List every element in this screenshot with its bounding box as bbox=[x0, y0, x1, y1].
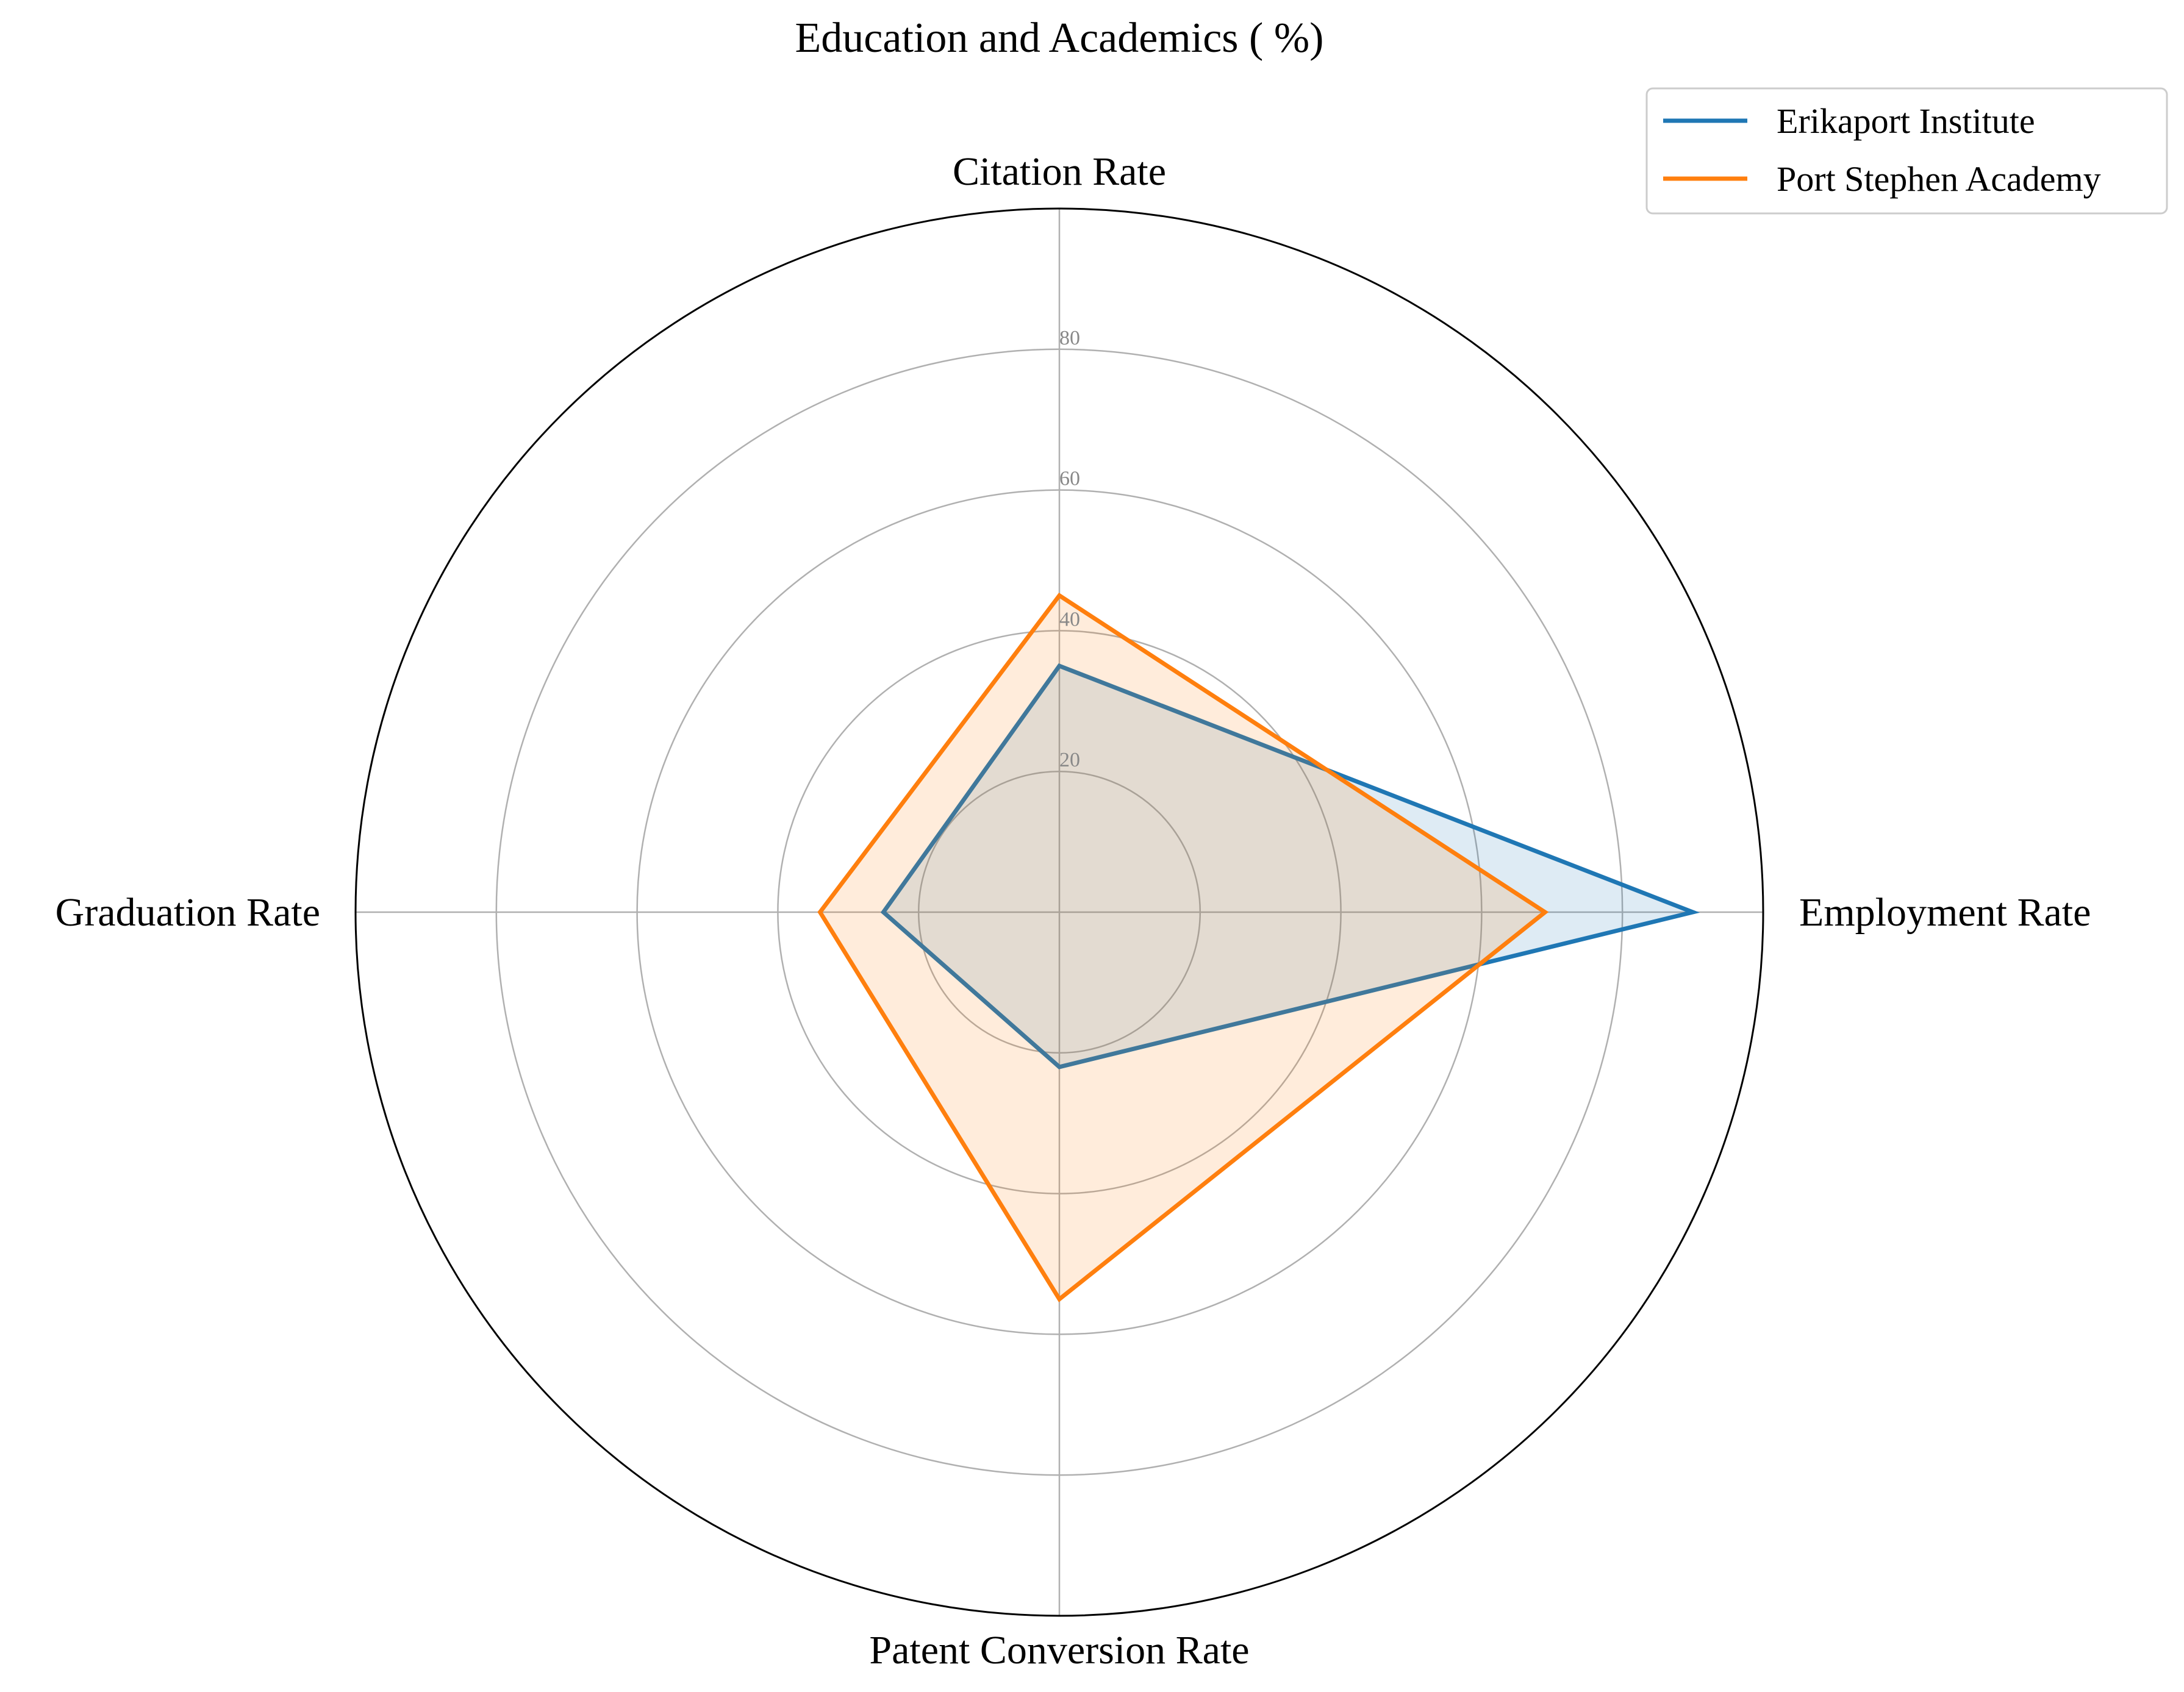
r-tick-label-60: 60 bbox=[1059, 468, 1080, 490]
series-line-erikaport-institute bbox=[880, 663, 1700, 1069]
r-tick-label-80: 80 bbox=[1059, 327, 1080, 349]
axis-label-citation-rate: Citation Rate bbox=[953, 149, 1166, 194]
r-tick-label-40: 40 bbox=[1059, 608, 1080, 630]
axis-label-patent-conversion-rate: Patent Conversion Rate bbox=[869, 1628, 1249, 1672]
r-tick-label-20: 20 bbox=[1059, 749, 1080, 771]
axis-label-graduation-rate: Graduation Rate bbox=[55, 890, 320, 935]
series-area-port-stephen-academy bbox=[820, 595, 1545, 1299]
radial-grid bbox=[356, 209, 1763, 1616]
legend: Erikaport Institute Port Stephen Academy bbox=[1645, 87, 2168, 215]
series-layer bbox=[817, 592, 1700, 1302]
r-tick-labels: 20 40 60 80 bbox=[1059, 327, 1080, 771]
outer-frame bbox=[354, 207, 1764, 1617]
legend-label-erikaport-institute: Erikaport Institute bbox=[1777, 101, 2035, 141]
legend-label-port-stephen-academy: Port Stephen Academy bbox=[1777, 159, 2101, 199]
chart-title: Education and Academics ( %) bbox=[795, 15, 1324, 62]
legend-box bbox=[1645, 87, 2168, 215]
series-area-erikaport-institute bbox=[883, 666, 1693, 1067]
series-line-port-stephen-academy bbox=[817, 592, 1549, 1302]
axis-label-employment-rate: Employment Rate bbox=[1799, 890, 2091, 935]
